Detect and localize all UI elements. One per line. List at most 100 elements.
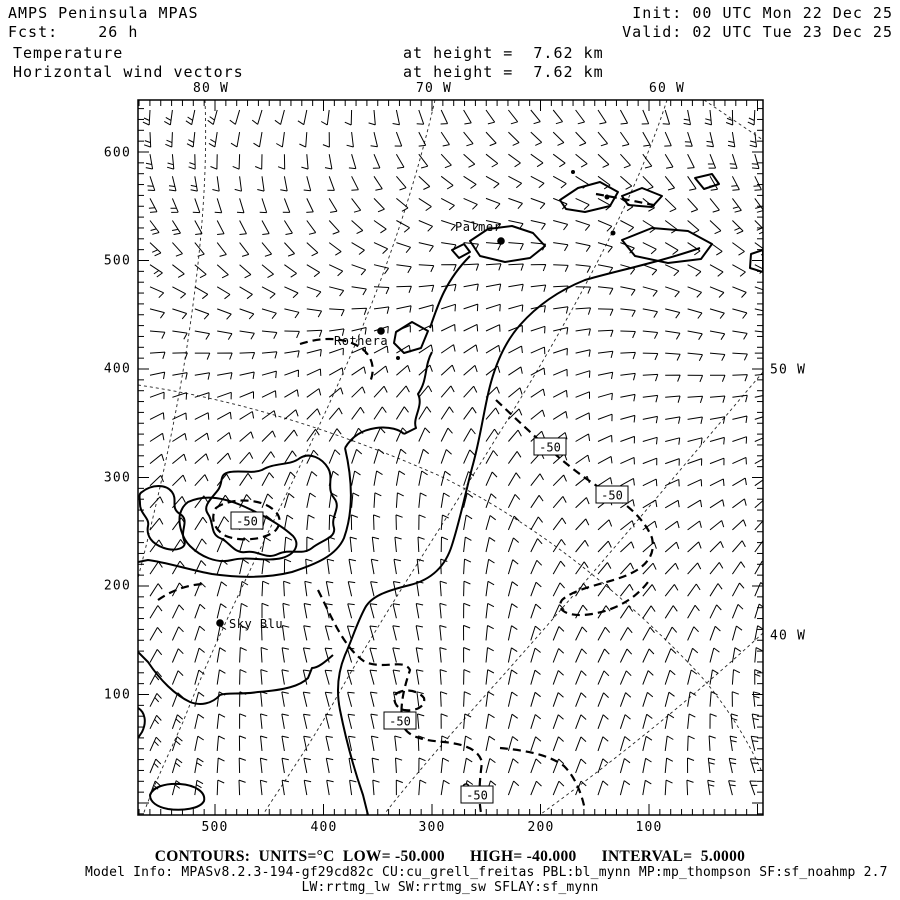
wind-barb bbox=[754, 669, 762, 685]
wind-barb bbox=[303, 176, 312, 192]
wind-barb bbox=[754, 395, 763, 398]
contour-label-box bbox=[383, 711, 417, 730]
wind-barb bbox=[351, 366, 366, 376]
wind-barb bbox=[463, 197, 478, 210]
wind-barb bbox=[463, 344, 478, 354]
wind-barb bbox=[239, 242, 250, 257]
wind-barb bbox=[507, 537, 520, 553]
wind-barb bbox=[373, 264, 390, 275]
wind-barb bbox=[485, 407, 500, 420]
wind-barb bbox=[642, 436, 658, 445]
wind-barb bbox=[732, 394, 748, 403]
wind-barb bbox=[239, 431, 254, 442]
wind-barb bbox=[642, 131, 651, 147]
contour-label-box bbox=[533, 437, 567, 456]
field-2-level: at height = 7.62 km bbox=[403, 63, 604, 81]
wind-barb bbox=[320, 109, 330, 126]
wind-barb bbox=[259, 198, 268, 214]
wind-barb bbox=[194, 286, 209, 300]
wind-barb bbox=[373, 306, 390, 314]
wind-barb bbox=[282, 198, 291, 213]
wind-barb bbox=[731, 625, 743, 641]
wind-barb bbox=[216, 581, 228, 597]
wind-barb bbox=[194, 603, 206, 619]
wind-barb bbox=[485, 647, 494, 663]
wind-barb bbox=[217, 391, 232, 400]
wind-barb bbox=[302, 669, 311, 685]
wind-barb bbox=[552, 736, 564, 752]
wind-barb bbox=[530, 538, 543, 553]
wind-barb bbox=[687, 541, 702, 553]
wind-barb bbox=[303, 735, 311, 752]
wind-barb bbox=[192, 198, 201, 214]
wind-barb bbox=[371, 536, 380, 553]
contour-label: -50 bbox=[236, 515, 258, 529]
wind-barb bbox=[664, 562, 679, 575]
wind-barb bbox=[642, 478, 658, 487]
wind-barb bbox=[687, 458, 703, 466]
wind-barb bbox=[597, 692, 609, 707]
wind-barb bbox=[687, 220, 700, 234]
wind-barb bbox=[575, 286, 592, 294]
wind-barb bbox=[283, 450, 297, 464]
wind-barb bbox=[710, 374, 726, 382]
wind-barb bbox=[396, 285, 412, 293]
field-1-name: Temperature bbox=[13, 44, 124, 62]
wind-barb bbox=[507, 736, 519, 752]
wind-barb bbox=[194, 352, 211, 360]
wind-barb bbox=[348, 735, 356, 752]
wind-barb bbox=[172, 453, 187, 464]
wind-barb bbox=[485, 536, 496, 553]
wind-barb bbox=[392, 647, 400, 663]
wind-barb bbox=[664, 735, 674, 751]
wind-barb bbox=[485, 669, 495, 685]
wind-barb bbox=[750, 735, 759, 752]
wind-barb bbox=[687, 520, 702, 531]
wind-barb bbox=[328, 367, 344, 376]
meridian-70w bbox=[142, 100, 436, 815]
wind-barb bbox=[620, 435, 635, 444]
wind-barb bbox=[575, 433, 591, 442]
wind-barb bbox=[251, 109, 263, 125]
longitude-label: 70 W bbox=[416, 81, 452, 96]
wind-barb bbox=[707, 757, 716, 774]
wind-barb bbox=[212, 176, 220, 192]
wind-barb bbox=[597, 540, 612, 553]
wind-barb bbox=[642, 670, 654, 685]
wind-barb bbox=[439, 647, 447, 663]
wind-barb bbox=[553, 220, 569, 231]
islet-dot bbox=[396, 356, 400, 360]
wind-barb bbox=[297, 109, 308, 126]
wind-barb bbox=[194, 372, 211, 380]
wind-barb bbox=[440, 323, 456, 332]
y-axis-label: 300 bbox=[104, 471, 131, 486]
wind-barb bbox=[485, 471, 498, 486]
islet-dot bbox=[610, 230, 616, 236]
wind-barb bbox=[194, 713, 205, 729]
wind-barb bbox=[149, 561, 163, 575]
wind-barb bbox=[325, 713, 333, 729]
wind-barb bbox=[394, 735, 402, 751]
wind-barb bbox=[239, 308, 255, 320]
wind-barb bbox=[394, 536, 402, 553]
wind-barb bbox=[575, 475, 590, 487]
wind-barb bbox=[259, 779, 268, 796]
station-label: Sky Blu bbox=[229, 617, 283, 631]
wind-barb bbox=[687, 691, 697, 707]
wind-barb bbox=[326, 558, 335, 575]
wind-barb bbox=[306, 348, 322, 357]
wind-barb bbox=[346, 669, 355, 685]
wind-barb bbox=[530, 691, 541, 707]
wind-barb bbox=[230, 132, 241, 148]
wind-barb bbox=[439, 625, 447, 641]
wind-barb bbox=[373, 345, 389, 354]
wind-barb bbox=[370, 713, 378, 729]
wind-barb bbox=[261, 558, 271, 575]
wind-barb bbox=[185, 109, 196, 126]
wind-barb bbox=[575, 518, 590, 531]
wind-barb bbox=[687, 198, 699, 213]
wind-barb bbox=[642, 713, 653, 729]
wind-barb bbox=[208, 132, 218, 148]
wind-barb bbox=[281, 669, 289, 685]
wind-barb bbox=[664, 757, 674, 774]
